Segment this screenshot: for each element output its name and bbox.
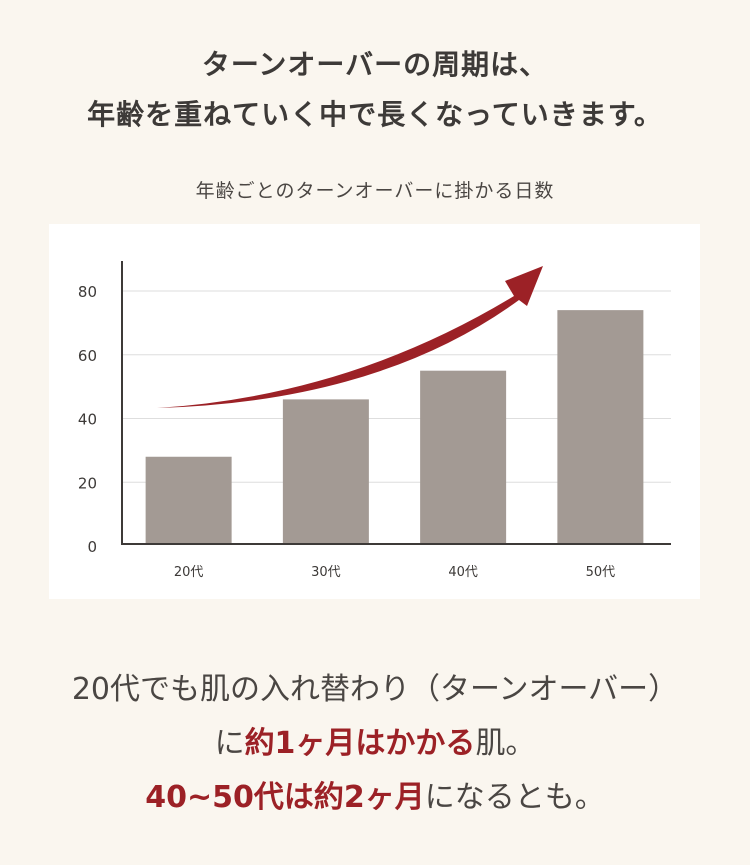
headline-line-2: 年齢を重ねていく中で長くなっていきます。 — [87, 98, 663, 131]
chart-card: 0 20 40 60 80 20代 30代 40代 50代 — [49, 224, 700, 599]
message-line-3-accent: 40~50代は約2ヶ月 — [145, 780, 425, 815]
y-tick-label-40: 40 — [78, 411, 97, 429]
message-line-2-accent: 約1ヶ月はかかる — [244, 726, 476, 761]
bar-30代 — [282, 399, 369, 544]
message-line-2-post: 肌。 — [475, 726, 536, 761]
trend-arrow-shape — [157, 266, 543, 408]
x-tick-label-40代: 40代 — [448, 565, 478, 580]
headline: ターンオーバーの周期は、 年齢を重ねていく中で長くなっていきます。 — [0, 40, 750, 140]
bar-chart: 0 20 40 60 80 20代 30代 40代 50代 — [78, 261, 671, 580]
trend-arrow — [157, 266, 543, 408]
message-line-1: 20代でも肌の入れ替わり（ターンオーバー） — [71, 672, 679, 707]
chart-title: 年齢ごとのターンオーバーに掛かる日数 — [195, 180, 555, 202]
bar-20代 — [145, 456, 232, 544]
message: 20代でも肌の入れ替わり（ターンオーバー） に約1ヶ月はかかる肌。 40~50代… — [0, 663, 750, 825]
y-tick-label-20: 20 — [78, 474, 97, 492]
axes — [121, 261, 671, 545]
x-tick-label-20代: 20代 — [174, 565, 204, 580]
bar-40代 — [420, 370, 507, 544]
message-line-2-pre: に — [214, 726, 245, 761]
x-tick-label-50代: 50代 — [586, 565, 616, 580]
headline-line-1: ターンオーバーの周期は、 — [201, 48, 549, 81]
bar-50代 — [557, 310, 644, 544]
message-line-2: に約1ヶ月はかかる肌。 — [0, 717, 750, 771]
y-tick-label-0: 0 — [87, 538, 97, 556]
x-tick-label-30代: 30代 — [311, 565, 341, 580]
tick-labels: 0 20 40 60 80 20代 30代 40代 50代 — [78, 283, 615, 580]
y-tick-label-60: 60 — [78, 347, 97, 365]
message-line-3-post: になるとも。 — [424, 780, 605, 815]
y-tick-label-80: 80 — [78, 283, 97, 301]
message-line-3: 40~50代は約2ヶ月になるとも。 — [0, 771, 750, 825]
bars — [145, 310, 644, 544]
